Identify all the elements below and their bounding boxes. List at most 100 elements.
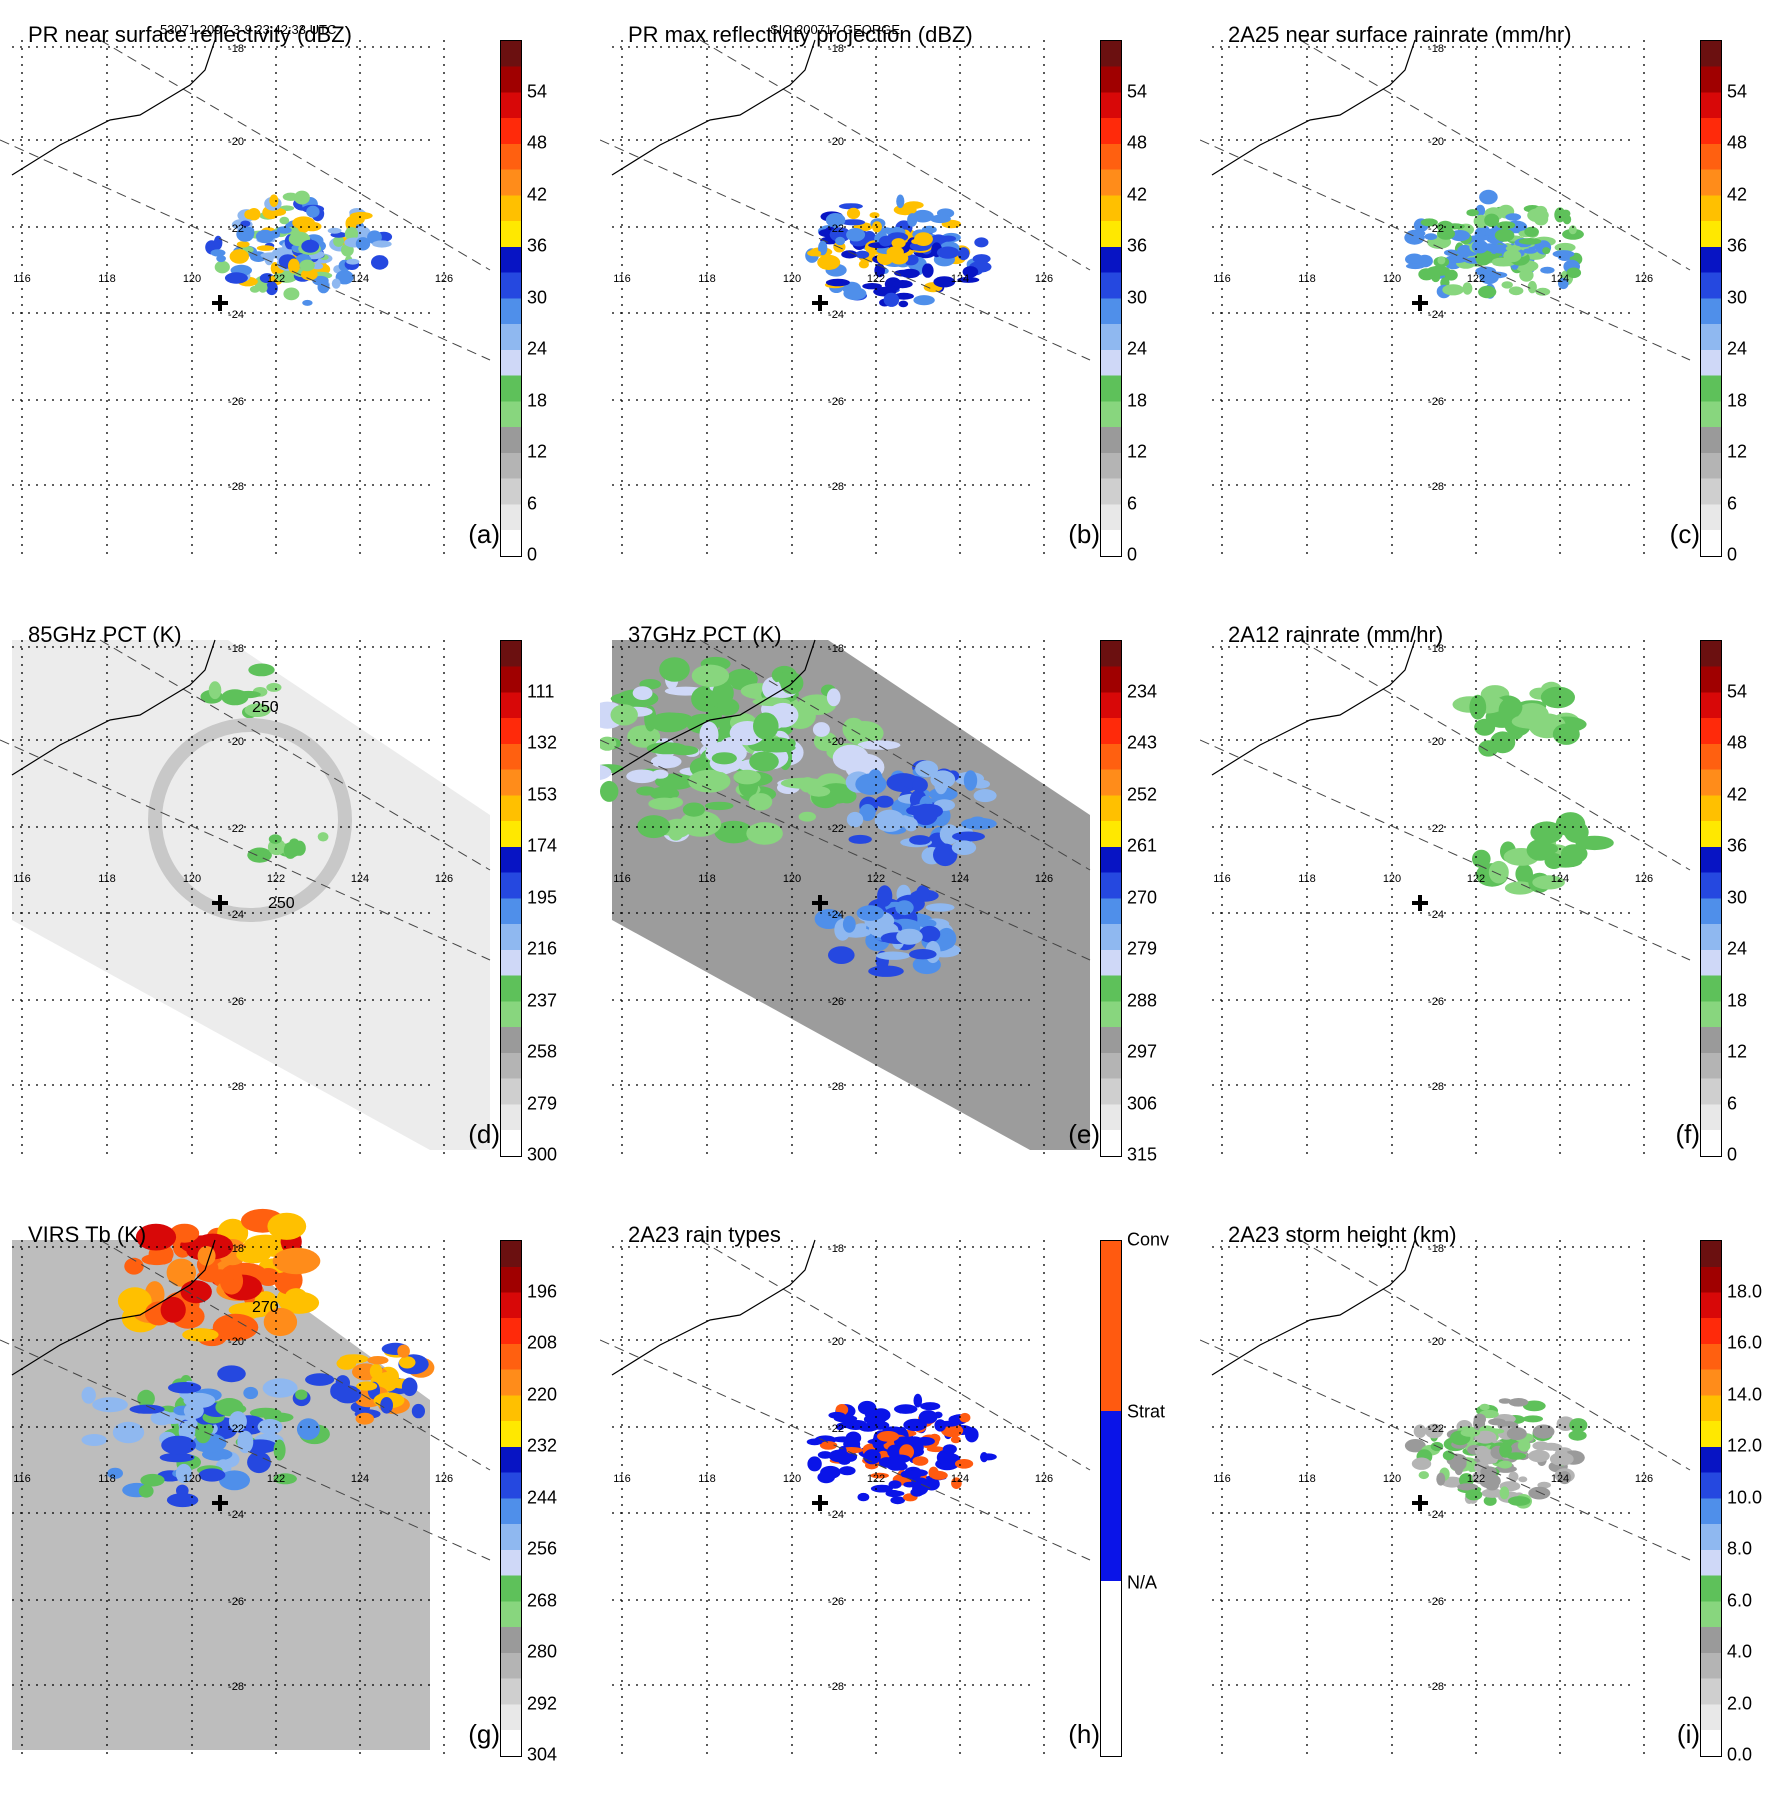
- pct37-band: [963, 770, 978, 791]
- pr-cell: [327, 227, 342, 234]
- colorbar-tick: 42: [527, 184, 548, 204]
- pr-cell: [1505, 213, 1522, 221]
- pr-cell: [1566, 267, 1582, 279]
- panel-title: 85GHz PCT (K): [28, 622, 182, 647]
- tb-cell: [189, 1283, 211, 1298]
- colorbar-tick: 6: [1727, 1093, 1738, 1113]
- pr-cell: [306, 205, 320, 218]
- pr-cell: [1481, 1488, 1504, 1498]
- lon-label: 126: [1635, 1473, 1653, 1485]
- lat-label: -28: [228, 481, 244, 493]
- pct37-band: [909, 949, 937, 960]
- lat-label: -20: [1428, 1336, 1444, 1348]
- pr-cell: [1537, 1481, 1551, 1489]
- pct37-band: [867, 769, 883, 792]
- lat-label: -18: [828, 643, 844, 655]
- pr-cell: [914, 232, 933, 247]
- panel-label: (i): [1676, 1719, 1700, 1749]
- pct85-cell: [244, 703, 271, 717]
- map-plot-d: 116 118 120 122 124 126 -18 -20 -22 -24 -26 -28 250 2…: [0, 639, 491, 1155]
- pr-cell: [1418, 268, 1435, 281]
- lat-label: -20: [1428, 136, 1444, 148]
- tb-cell: [138, 1484, 154, 1498]
- swath-edge: [1299, 1239, 1691, 1471]
- pct37-band: [909, 835, 931, 845]
- pct37-band: [846, 811, 864, 828]
- lat-label: -22: [1428, 1423, 1444, 1435]
- pr-cell: [1542, 247, 1551, 255]
- swath-edge: [99, 1239, 491, 1471]
- panel-label: (a): [468, 519, 500, 549]
- panel-title: PR near surface reflectivity (dBZ): [28, 22, 352, 47]
- pr-cell: [951, 1477, 962, 1489]
- colorbar-tick: 18: [1727, 390, 1748, 410]
- pct37-cell: [798, 811, 816, 822]
- swath-edge: [699, 39, 1091, 271]
- pr-cell: [933, 276, 956, 288]
- tb-cell: [355, 1412, 374, 1425]
- lon-label: 124: [951, 1473, 969, 1485]
- tb-cell: [195, 1425, 211, 1444]
- tb-cell: [117, 1287, 152, 1315]
- pr-cell: [312, 263, 324, 270]
- tb-cell: [129, 1404, 165, 1414]
- lon-label: 126: [1035, 1473, 1053, 1485]
- colorbar-tick: 48: [1127, 132, 1148, 153]
- pr-cell: [846, 228, 866, 242]
- pr-cell: [240, 220, 251, 227]
- panel-title: PR max reflectivity projection (dBZ): [628, 22, 973, 47]
- rain-cell: [1526, 839, 1554, 861]
- pct37-cell: [780, 777, 825, 789]
- colorbar-tick: 111: [527, 681, 555, 701]
- colorbar: [1700, 40, 1722, 557]
- colorbar-tick: 216: [527, 938, 558, 959]
- colorbar-tick: 14.0: [1727, 1384, 1763, 1404]
- panel-c: 116 118 120 122 124 126 -18 -20 -22 -24 -26 -28 2A25…: [1200, 0, 1771, 600]
- tb-cell: [150, 1410, 174, 1426]
- panel-a: 116 118 120 122 124 126 -18 -20 -22 -24 -26 -28 PR n…: [0, 0, 600, 600]
- lat-label: -22: [1428, 823, 1444, 835]
- pr-cell: [1523, 248, 1538, 254]
- pr-cell: [818, 240, 828, 256]
- pr-cell: [1569, 1418, 1588, 1433]
- colorbar-tick: 24: [1127, 338, 1148, 359]
- colorbar-tick: 2.0: [1727, 1693, 1753, 1713]
- pr-cell: [260, 252, 284, 259]
- colorbar-tick: 270: [1127, 887, 1158, 907]
- colorbar-tick: 132: [527, 732, 558, 753]
- pr-cell: [1437, 256, 1446, 265]
- pct37-band: [904, 817, 918, 832]
- lat-label: -26: [828, 396, 844, 408]
- colorbar-tick: 36: [1727, 235, 1748, 256]
- tb-cell: [381, 1371, 397, 1389]
- storm-center-marker: [212, 895, 228, 911]
- pr-cell: [301, 239, 320, 253]
- tb-cell: [166, 1493, 199, 1508]
- lat-label: -26: [828, 996, 844, 1008]
- colorbar-tick: 42: [1727, 784, 1748, 804]
- pr-cell: [913, 1393, 923, 1408]
- tb-cell: [141, 1253, 173, 1266]
- rain-cell: [1511, 714, 1546, 729]
- pr-cell: [1494, 228, 1515, 242]
- pr-cell: [817, 1471, 835, 1484]
- pr-cell: [1532, 1424, 1555, 1439]
- pr-cell: [1517, 1439, 1531, 1452]
- panel-label: (g): [468, 1719, 500, 1749]
- lon-label: 118: [98, 1473, 116, 1485]
- pr-cell: [926, 1446, 945, 1453]
- colorbar-tick: 252: [1127, 784, 1158, 804]
- lon-label: 118: [1298, 873, 1316, 885]
- pct85-cell: [266, 682, 282, 692]
- colorbar-tick: 292: [527, 1693, 558, 1713]
- pct85-cell: [268, 834, 282, 844]
- colorbar-tick: 18: [1127, 390, 1148, 410]
- lat-label: -20: [1428, 736, 1444, 748]
- coastline: [611, 39, 816, 176]
- colorbar-tick: 261: [1127, 835, 1158, 856]
- pr-cell: [1479, 1403, 1490, 1411]
- swath-edge: [699, 639, 1091, 871]
- tb-cell: [380, 1397, 393, 1414]
- lon-label: 126: [435, 1473, 453, 1485]
- pct85-cell: [248, 663, 275, 677]
